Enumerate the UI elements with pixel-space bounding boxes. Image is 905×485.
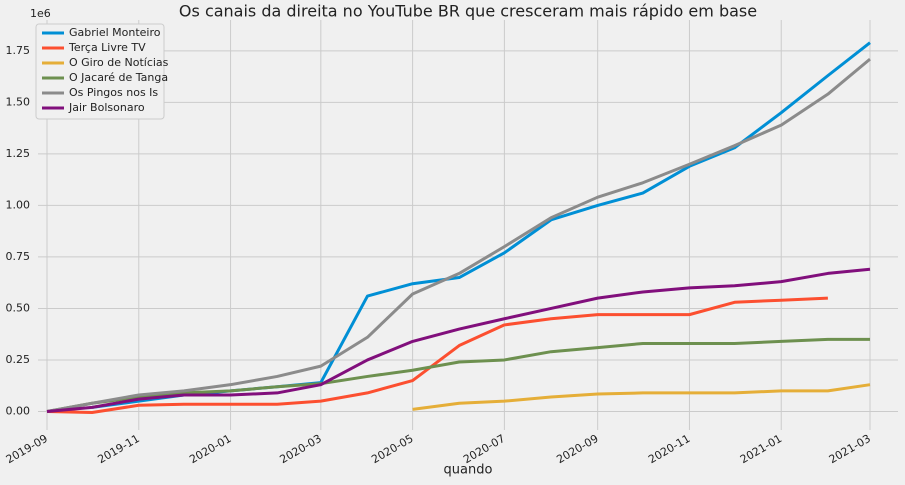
- series-line: [46, 296, 828, 414]
- series-line: [46, 57, 871, 413]
- legend-label: Os Pingos nos Is: [69, 86, 158, 99]
- y-tick-label: 1.75: [6, 44, 31, 57]
- x-tick-label: 2020-11: [646, 432, 692, 466]
- series-line: [91, 41, 871, 409]
- x-axis-label: quando: [444, 463, 493, 478]
- series-line: [412, 383, 871, 411]
- x-tick-label: 2021-03: [827, 432, 873, 466]
- y-tick-label: 0.25: [6, 353, 31, 366]
- y-tick-label: 0.75: [6, 250, 31, 263]
- series-line: [46, 267, 871, 413]
- legend-label: O Jacaré de Tanga: [69, 71, 168, 84]
- x-tick-label: 2020-09: [554, 432, 600, 466]
- y-tick-label: 1.25: [6, 147, 31, 160]
- y-tick-label: 1.00: [6, 198, 31, 211]
- x-tick-label: 2019-11: [95, 432, 141, 466]
- x-tick-label: 2020-07: [461, 432, 507, 466]
- y-tick-label: 0.00: [6, 404, 31, 417]
- y-tick-label: 0.50: [6, 301, 31, 314]
- y-offset: 1e6: [30, 7, 51, 20]
- legend-label: Gabriel Monteiro: [69, 26, 161, 39]
- x-tick-label: 2020-01: [187, 432, 233, 466]
- y-tick-label: 1.50: [6, 95, 31, 108]
- legend-label: O Giro de Notícias: [69, 56, 169, 69]
- x-tick-label: 2020-03: [278, 432, 324, 466]
- legend-box: [35, 23, 165, 120]
- x-tick-label: 2019-09: [4, 432, 50, 466]
- legend-label: Terça Livre TV: [68, 41, 146, 54]
- chart-title: Os canais da direita no YouTube BR que c…: [179, 2, 757, 21]
- legend-label: Jair Bolsonaro: [68, 101, 145, 114]
- grid: [38, 20, 898, 430]
- x-tick-label: 2020-05: [369, 432, 415, 466]
- legend: Gabriel Monteiro Terça Livre TV O Giro de …: [35, 23, 169, 120]
- x-tick-label: 2021-01: [738, 432, 784, 466]
- series-line: [46, 337, 870, 413]
